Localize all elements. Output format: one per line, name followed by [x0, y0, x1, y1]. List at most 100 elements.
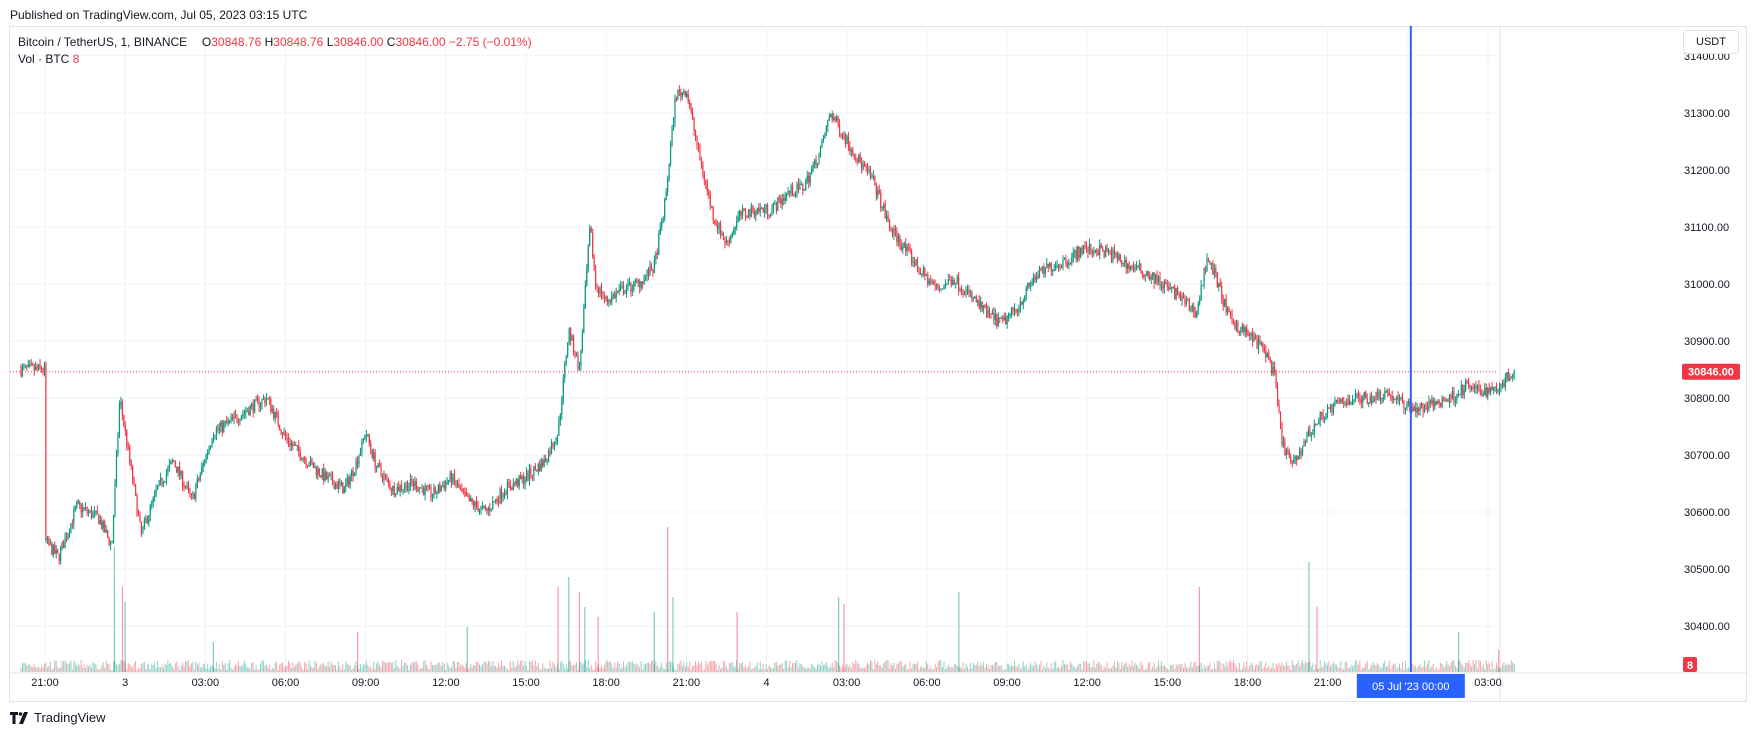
candle-body [437, 484, 439, 493]
candle-body [953, 280, 955, 285]
volume-bar [333, 664, 335, 672]
candle-body [711, 206, 713, 208]
volume-bar [1382, 663, 1384, 672]
candle-body [805, 182, 807, 190]
volume-bar [931, 669, 933, 672]
candle-body [1403, 401, 1405, 409]
volume-bar [171, 666, 173, 672]
candle-body [287, 438, 290, 443]
volume-bar [941, 667, 943, 672]
volume-bar [1481, 667, 1483, 672]
candle-body [561, 400, 563, 415]
candle-body [1420, 403, 1423, 407]
candle-body [1166, 284, 1168, 287]
volume-bar [959, 666, 961, 672]
candle-body [963, 294, 966, 296]
volume-bar [1397, 666, 1399, 672]
candle-body [916, 259, 919, 269]
volume-bar [753, 667, 755, 672]
candle-body [445, 482, 447, 489]
candle-body [521, 476, 523, 479]
volume-bar [1096, 663, 1098, 672]
volume-bar [1171, 664, 1173, 672]
volume-bar [877, 661, 879, 672]
volume-bar [752, 668, 754, 672]
currency-button[interactable]: USDT [1683, 30, 1739, 54]
volume-bar [1163, 665, 1165, 672]
volume-bar [1350, 664, 1352, 672]
volume-bar [814, 666, 816, 672]
candle-body [802, 184, 804, 191]
volume-bar [968, 669, 970, 672]
candle-body [984, 305, 986, 307]
volume-bar [364, 664, 366, 672]
candle-body [580, 350, 582, 366]
volume-bar [659, 666, 661, 672]
candle-body [790, 185, 792, 194]
candle-body [1028, 283, 1030, 286]
candle-body [440, 486, 442, 492]
volume-bar [665, 662, 667, 672]
candle-body [1323, 418, 1326, 420]
candle-body [527, 472, 529, 481]
volume-bar [984, 667, 986, 672]
candle-body [600, 287, 603, 297]
candle-body [292, 443, 294, 446]
candle-body [636, 280, 638, 282]
volume-bar [524, 661, 526, 672]
volume-bar [1205, 667, 1207, 672]
candle-body [1306, 435, 1308, 442]
tradingview-brand[interactable]: TradingView [10, 710, 106, 725]
candle-body [130, 460, 132, 466]
candle-body [224, 421, 226, 424]
candle-body [547, 450, 550, 462]
volume-bar [980, 663, 982, 672]
volume-bar [424, 660, 426, 672]
volume-bar [1459, 660, 1461, 672]
volume-bar [1253, 669, 1255, 672]
volume-bar [739, 662, 741, 672]
volume-bar [933, 669, 935, 672]
volume-bar [1074, 667, 1076, 672]
volume-label[interactable]: Vol · BTC [18, 52, 70, 66]
volume-bar [617, 661, 619, 672]
volume-bar [305, 663, 307, 672]
volume-bar [786, 660, 788, 672]
candle-body [836, 117, 838, 121]
volume-bar [1243, 662, 1245, 672]
candle-body [612, 294, 614, 296]
candle-body [1391, 395, 1393, 400]
candle-body [359, 451, 362, 456]
volume-bar [1453, 660, 1455, 672]
candle-body [633, 281, 635, 290]
symbol-title[interactable]: Bitcoin / TetherUS, 1, BINANCE [18, 35, 188, 49]
candle-body [875, 185, 877, 196]
candle-body [415, 481, 417, 491]
candle-body [1152, 272, 1154, 277]
candle-body [1495, 386, 1498, 393]
candle-body [693, 117, 695, 131]
volume-bar [1187, 668, 1189, 672]
candle-body [1052, 269, 1054, 272]
x-tick-label: 4 [763, 677, 769, 689]
volume-bar [367, 664, 369, 672]
volume-bar [1450, 662, 1452, 672]
candle-body [1343, 402, 1345, 404]
candle-body [355, 460, 357, 474]
volume-bar [133, 663, 135, 672]
volume-bar [190, 663, 192, 672]
volume-bar [39, 668, 41, 672]
volume-bar [274, 662, 276, 672]
candle-body [543, 458, 545, 466]
candle-body [1357, 393, 1359, 398]
volume-bar [1507, 665, 1509, 672]
volume-bar [775, 661, 777, 672]
volume-bar [148, 663, 150, 672]
candle-body [1002, 318, 1004, 321]
volume-bar [1183, 667, 1185, 672]
candle-body [828, 117, 830, 121]
volume-bar [93, 663, 95, 672]
candle-body [352, 470, 354, 477]
candle-body [1337, 399, 1339, 402]
